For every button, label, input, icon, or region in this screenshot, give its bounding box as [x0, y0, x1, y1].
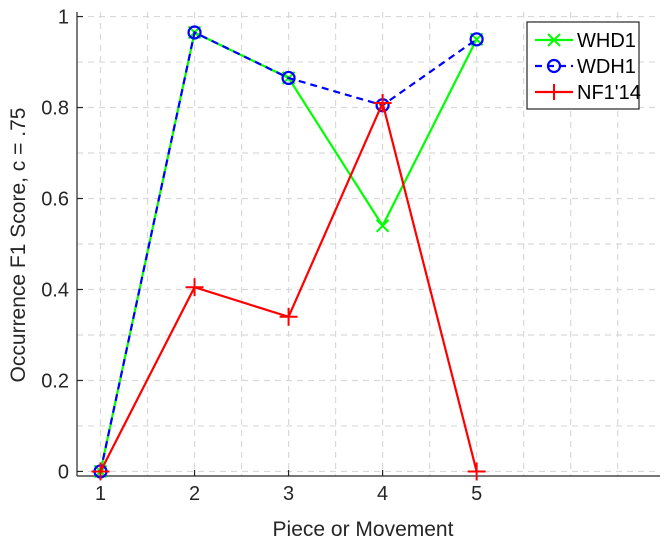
data-point [546, 58, 562, 74]
legend-label: WDH1 [577, 56, 636, 78]
x-tick-label: 3 [283, 483, 294, 505]
legend-box [526, 21, 640, 110]
x-axis-label: Piece or Movement [273, 518, 454, 541]
x-tick-label: 1 [95, 483, 106, 505]
y-tick-labels: 0 0.2 0.4 0.6 0.8 1 [41, 7, 69, 484]
y-tick-label: 0.6 [41, 189, 69, 211]
y-tick-label: 0.4 [41, 279, 69, 301]
y-tick-label: 0.8 [41, 98, 69, 120]
legend-entry: WHD1 [535, 30, 636, 52]
y-tick-label: 0.2 [41, 370, 69, 392]
y-tick-label: 0 [58, 461, 69, 483]
series-nf1-14 [91, 93, 486, 481]
legend-label: WHD1 [577, 30, 636, 52]
x-tick-label: 2 [189, 483, 200, 505]
x-tick-labels: 1 2 3 4 5 [95, 483, 482, 505]
legend-entry: NF1'14 [535, 82, 641, 104]
series-line [99, 30, 478, 472]
y-tick-label: 1 [58, 7, 69, 29]
data-point [469, 32, 484, 47]
legend-label: NF1'14 [577, 82, 641, 104]
data-point [547, 33, 561, 47]
data-point [375, 219, 390, 233]
y-axis-label: Occurrence F1 Score, c = .75 [7, 108, 30, 383]
x-tick-label: 5 [471, 483, 482, 505]
series-lines [91, 25, 486, 481]
legend: WHD1 WDH1 NF1'14 [526, 21, 641, 110]
data-point [281, 70, 296, 86]
legend-entry: WDH1 [535, 56, 636, 78]
x-tick-label: 4 [377, 483, 388, 505]
data-point [187, 25, 202, 40]
